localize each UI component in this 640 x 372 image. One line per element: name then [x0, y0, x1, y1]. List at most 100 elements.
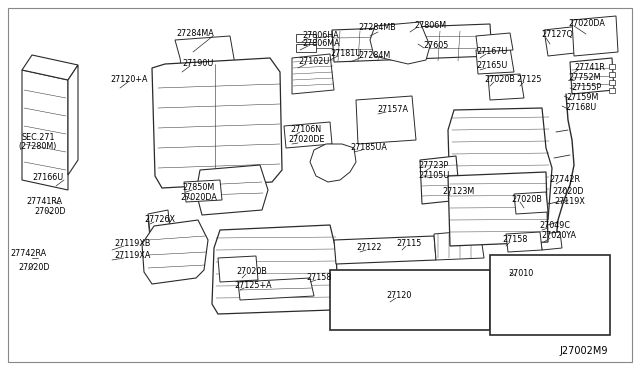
Circle shape: [48, 190, 72, 214]
Polygon shape: [544, 26, 584, 56]
Text: 27122: 27122: [356, 243, 381, 251]
Polygon shape: [142, 220, 208, 284]
Text: 27158: 27158: [502, 234, 527, 244]
Text: 27120: 27120: [386, 291, 412, 299]
Polygon shape: [332, 24, 492, 62]
Polygon shape: [196, 165, 268, 215]
Circle shape: [104, 256, 112, 264]
Polygon shape: [420, 156, 460, 204]
Polygon shape: [356, 96, 416, 144]
Text: 27049C: 27049C: [539, 221, 570, 230]
Text: 27190U: 27190U: [182, 58, 213, 67]
Polygon shape: [210, 82, 232, 97]
Text: 27284MB: 27284MB: [358, 23, 396, 32]
Circle shape: [556, 34, 572, 50]
Bar: [609, 80, 615, 85]
Polygon shape: [572, 16, 618, 56]
Circle shape: [31, 251, 41, 261]
Polygon shape: [370, 22, 430, 64]
Text: 27115: 27115: [396, 238, 421, 247]
Text: SEC.271: SEC.271: [22, 132, 56, 141]
Text: 27155P: 27155P: [571, 83, 601, 92]
Polygon shape: [68, 65, 78, 175]
Text: 27166U: 27166U: [32, 173, 63, 182]
Circle shape: [99, 251, 117, 269]
Text: 27605: 27605: [423, 41, 449, 49]
Circle shape: [558, 170, 582, 194]
Polygon shape: [310, 144, 356, 182]
Text: 27119XB: 27119XB: [114, 238, 150, 247]
Bar: [296, 34, 316, 42]
Text: 27020D: 27020D: [18, 263, 49, 272]
Circle shape: [54, 196, 66, 208]
Text: 27102U: 27102U: [298, 58, 330, 67]
Polygon shape: [238, 278, 314, 300]
Text: 27119XA: 27119XA: [114, 250, 150, 260]
Text: 27020B: 27020B: [511, 195, 542, 203]
Text: 27127Q: 27127Q: [541, 31, 573, 39]
Circle shape: [104, 244, 112, 252]
Bar: [490, 255, 610, 335]
Polygon shape: [22, 55, 78, 80]
Polygon shape: [184, 180, 222, 202]
Text: 27020D: 27020D: [34, 206, 65, 215]
Text: 27020DA: 27020DA: [180, 192, 217, 202]
Text: 27020DA: 27020DA: [568, 19, 605, 28]
Text: 27165U: 27165U: [476, 61, 508, 70]
Text: 27010: 27010: [508, 269, 533, 278]
Polygon shape: [292, 54, 334, 94]
Polygon shape: [488, 74, 524, 100]
Circle shape: [497, 81, 511, 95]
Polygon shape: [448, 108, 552, 224]
Text: 27158: 27158: [306, 273, 332, 282]
Text: 27106N: 27106N: [290, 125, 321, 134]
Text: 27284M: 27284M: [358, 51, 390, 60]
Circle shape: [591, 31, 601, 41]
Polygon shape: [476, 48, 514, 74]
Polygon shape: [506, 232, 542, 252]
Text: 27181U: 27181U: [330, 48, 361, 58]
Circle shape: [24, 244, 48, 268]
Polygon shape: [148, 214, 172, 238]
Polygon shape: [212, 225, 338, 314]
Polygon shape: [175, 36, 236, 80]
Text: 27723P: 27723P: [418, 160, 448, 170]
Polygon shape: [188, 70, 240, 100]
Text: 27742RA: 27742RA: [10, 250, 46, 259]
Circle shape: [36, 264, 44, 272]
Text: 27726X: 27726X: [144, 215, 175, 224]
Circle shape: [296, 128, 312, 144]
Circle shape: [543, 229, 549, 235]
Text: 27020B: 27020B: [484, 74, 515, 83]
Text: 27020B: 27020B: [236, 266, 267, 276]
Text: 27741R: 27741R: [574, 62, 605, 71]
Text: 27105U: 27105U: [418, 170, 449, 180]
Text: 27020D: 27020D: [552, 186, 584, 196]
Polygon shape: [152, 58, 282, 188]
Circle shape: [193, 185, 207, 199]
Text: 27284MA: 27284MA: [176, 29, 214, 38]
Text: 27806HA: 27806HA: [302, 32, 339, 41]
Circle shape: [48, 194, 56, 202]
Polygon shape: [284, 122, 332, 148]
Text: 27806M: 27806M: [414, 22, 446, 31]
Text: 27119X: 27119X: [554, 196, 585, 205]
Circle shape: [56, 174, 64, 182]
Text: 27167U: 27167U: [476, 46, 508, 55]
Polygon shape: [434, 230, 484, 260]
Text: 27123M: 27123M: [442, 186, 474, 196]
Bar: [609, 88, 615, 93]
Text: J27002M9: J27002M9: [559, 346, 608, 356]
Polygon shape: [148, 210, 170, 232]
Circle shape: [50, 168, 70, 188]
Text: 27120+A: 27120+A: [110, 76, 147, 84]
Polygon shape: [22, 70, 68, 190]
Text: 27157A: 27157A: [377, 106, 408, 115]
Circle shape: [584, 24, 608, 48]
Text: 27850M: 27850M: [182, 183, 214, 192]
Circle shape: [372, 108, 400, 136]
Polygon shape: [218, 256, 258, 282]
Bar: [609, 64, 615, 69]
Polygon shape: [334, 236, 436, 264]
Text: 27159M: 27159M: [566, 93, 598, 102]
